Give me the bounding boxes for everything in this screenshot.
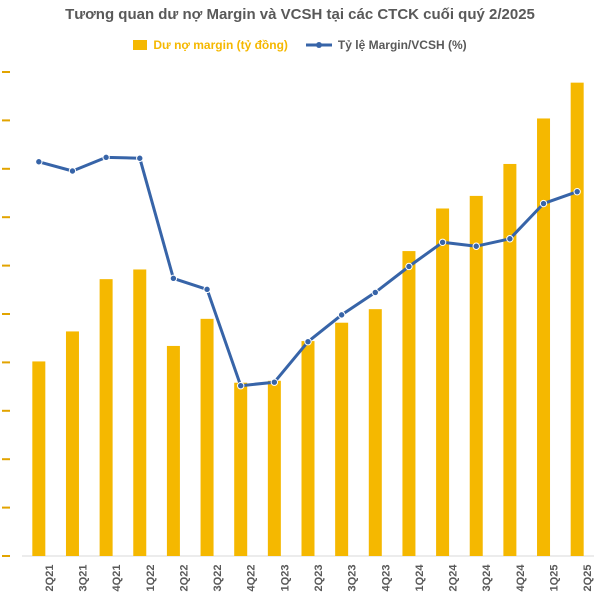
bar-2Q24 — [436, 208, 450, 556]
x-tick-label: 2Q24 — [448, 564, 460, 592]
ratio-point-3Q21 — [68, 167, 77, 175]
ratio-point-3Q23 — [337, 311, 346, 319]
x-tick-label: 1Q24 — [414, 564, 426, 592]
ratio-point-4Q24 — [506, 235, 514, 243]
ratio-point-1Q24 — [405, 262, 413, 271]
legend-item-ratio: Tỷ lệ Margin/VCSH (%) — [305, 38, 467, 52]
ratio-point-2Q24 — [438, 238, 447, 246]
x-tick-label: 3Q24 — [481, 564, 493, 592]
x-tick-label: 2Q21 — [44, 565, 56, 592]
legend-bar-swatch — [133, 40, 148, 50]
x-tick-label: 4Q22 — [246, 565, 258, 592]
x-tick-label: 4Q24 — [515, 564, 527, 592]
ratio-point-3Q24 — [472, 242, 480, 250]
ratio-point-2Q22 — [169, 274, 178, 283]
ratio-point-2Q21 — [35, 158, 43, 166]
bar-2Q22 — [166, 345, 180, 556]
x-tick-label: 1Q25 — [549, 565, 561, 592]
legend-label-ratio: Tỷ lệ Margin/VCSH (%) — [337, 38, 467, 52]
ratio-point-4Q21 — [102, 153, 110, 162]
legend-label-margin: Dư nợ margin (tỷ đồng) — [153, 38, 288, 52]
bar-2Q21 — [32, 361, 46, 556]
ratio-point-1Q22 — [136, 154, 144, 162]
x-tick-label: 2Q22 — [178, 565, 190, 592]
bar-1Q23 — [267, 380, 281, 556]
chart-title: Tương quan dư nợ Margin và VCSH tại các … — [65, 6, 535, 23]
bar-3Q21 — [65, 331, 79, 556]
bar-4Q24 — [503, 163, 517, 556]
ratio-point-4Q22 — [237, 382, 245, 390]
bar-3Q24 — [469, 195, 483, 557]
bar-1Q22 — [133, 269, 147, 556]
ratio-point-1Q23 — [270, 378, 279, 386]
x-tick-label: 2Q23 — [313, 565, 325, 592]
legend-line-swatch — [305, 42, 332, 48]
x-tick-label: 1Q22 — [145, 565, 157, 592]
bar-4Q21 — [99, 279, 113, 556]
ratio-point-2Q25 — [573, 187, 581, 196]
ratio-point-1Q25 — [539, 199, 548, 208]
legend-item-margin: Dư nợ margin (tỷ đồng) — [133, 38, 288, 52]
x-tick-label: 3Q21 — [77, 565, 89, 592]
ratio-point-2Q23 — [304, 338, 312, 346]
x-tick-label: 1Q23 — [279, 565, 291, 592]
bar-2Q25 — [570, 82, 584, 556]
bar-3Q22 — [200, 318, 214, 556]
legend: Dư nợ margin (tỷ đồng) Tỷ lệ Margin/VCSH… — [0, 38, 600, 52]
bar-1Q25 — [537, 118, 551, 557]
x-tick-label: 4Q23 — [380, 565, 392, 592]
bar-4Q22 — [234, 382, 248, 556]
bar-1Q24 — [402, 251, 416, 556]
bar-2Q23 — [301, 341, 315, 556]
x-tick-label: 2Q25 — [582, 565, 594, 592]
ratio-point-4Q23 — [371, 288, 379, 297]
ratio-point-3Q22 — [203, 285, 211, 294]
x-tick-label: 4Q21 — [111, 565, 123, 592]
x-tick-label: 3Q22 — [212, 565, 224, 592]
bar-4Q23 — [368, 309, 382, 556]
x-tick-label: 3Q23 — [347, 565, 359, 592]
bar-3Q23 — [335, 322, 349, 556]
